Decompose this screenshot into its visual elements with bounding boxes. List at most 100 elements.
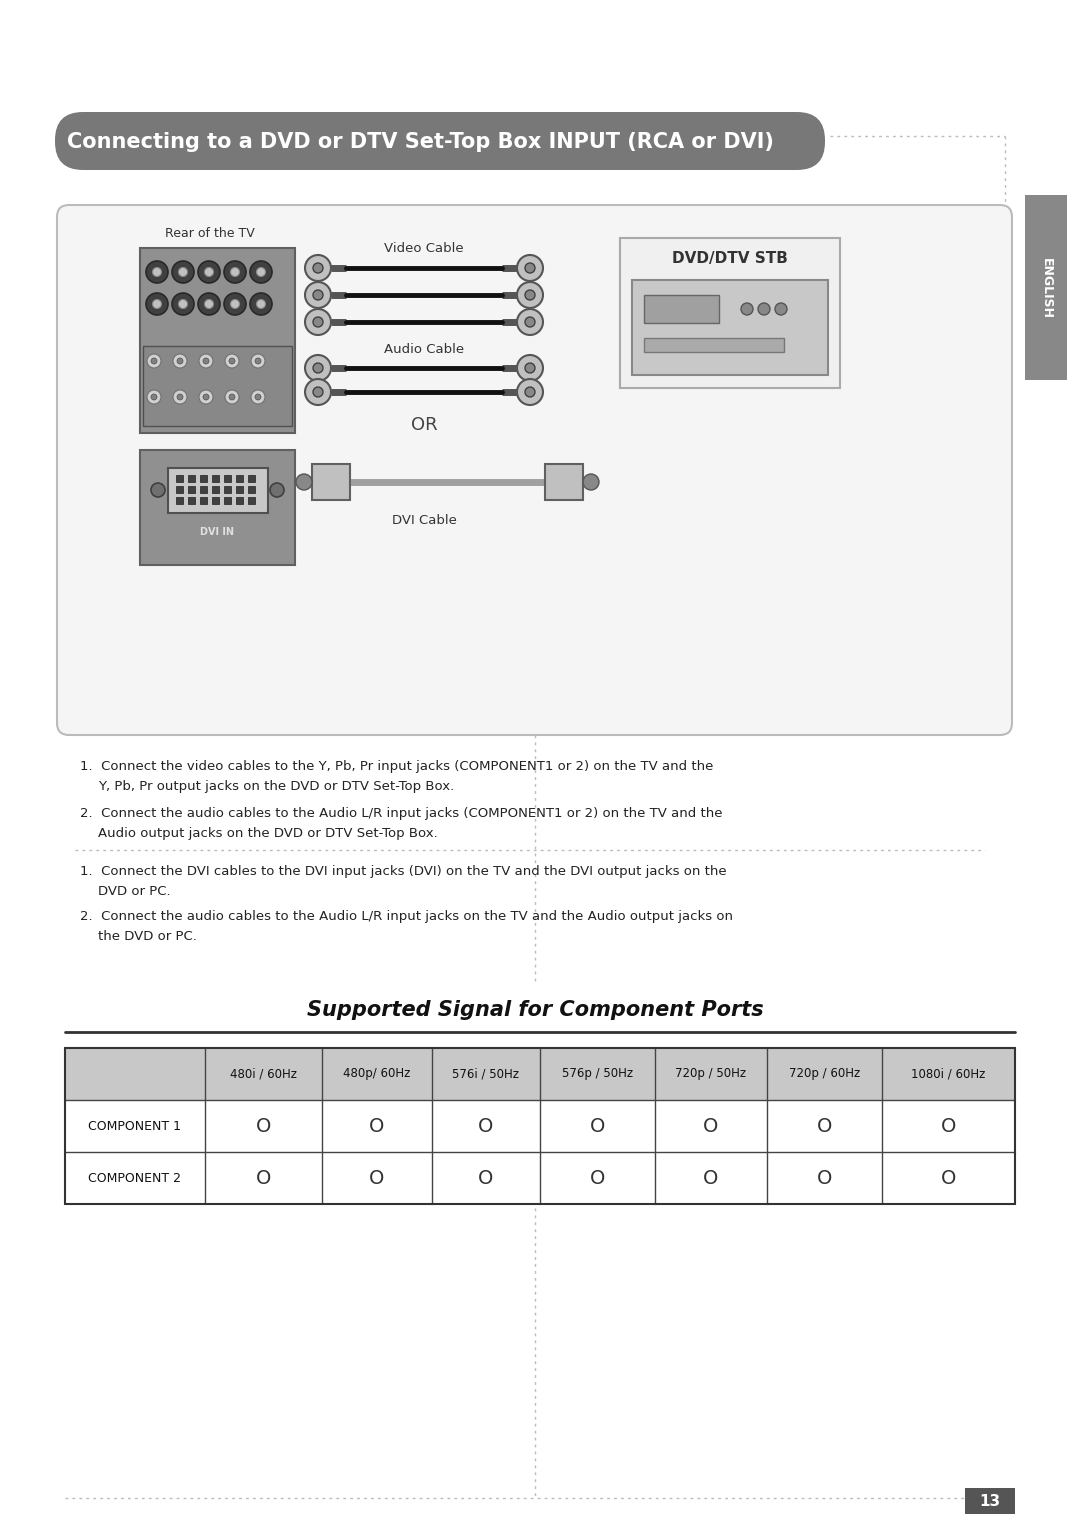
- Text: DVI Cable: DVI Cable: [392, 515, 457, 527]
- Text: 1080i / 60Hz: 1080i / 60Hz: [912, 1067, 986, 1081]
- Text: DVD or PC.: DVD or PC.: [98, 886, 171, 898]
- Bar: [212, 475, 219, 483]
- Bar: [237, 496, 243, 504]
- Text: O: O: [941, 1116, 956, 1136]
- Text: DVI IN: DVI IN: [201, 527, 234, 538]
- Circle shape: [146, 293, 168, 315]
- Text: O: O: [369, 1116, 384, 1136]
- Circle shape: [296, 473, 312, 490]
- FancyBboxPatch shape: [57, 205, 1012, 734]
- Circle shape: [199, 354, 213, 368]
- Circle shape: [758, 302, 770, 315]
- Bar: [65, 1151, 1015, 1203]
- Text: 2.  Connect the audio cables to the Audio L/R input jacks (COMPONENT1 or 2) on t: 2. Connect the audio cables to the Audio…: [80, 806, 723, 820]
- Bar: [140, 247, 295, 434]
- Text: 720p / 60Hz: 720p / 60Hz: [788, 1067, 860, 1081]
- Text: O: O: [478, 1168, 494, 1188]
- Text: 480p/ 60Hz: 480p/ 60Hz: [343, 1067, 410, 1081]
- Text: COMPONENT 1: COMPONENT 1: [89, 1119, 181, 1133]
- Bar: [312, 464, 350, 499]
- Bar: [1025, 195, 1067, 380]
- Circle shape: [775, 302, 787, 315]
- Text: O: O: [816, 1168, 833, 1188]
- Text: O: O: [816, 1116, 833, 1136]
- Circle shape: [177, 394, 183, 400]
- Text: O: O: [256, 1116, 271, 1136]
- Text: the DVD or PC.: the DVD or PC.: [98, 930, 197, 944]
- Circle shape: [305, 308, 330, 334]
- Circle shape: [251, 354, 265, 368]
- Bar: [248, 475, 255, 483]
- Circle shape: [525, 363, 535, 373]
- Circle shape: [517, 282, 543, 308]
- Text: O: O: [256, 1168, 271, 1188]
- Bar: [176, 486, 183, 493]
- Circle shape: [199, 389, 213, 405]
- Circle shape: [741, 302, 753, 315]
- Bar: [200, 475, 207, 483]
- Text: 13: 13: [980, 1493, 1000, 1509]
- Bar: [176, 475, 183, 483]
- Bar: [65, 1048, 1015, 1203]
- Circle shape: [224, 261, 246, 282]
- Circle shape: [525, 386, 535, 397]
- Bar: [620, 238, 840, 388]
- Circle shape: [151, 483, 165, 496]
- Circle shape: [151, 394, 157, 400]
- Circle shape: [146, 261, 168, 282]
- Bar: [188, 486, 195, 493]
- Text: O: O: [590, 1168, 605, 1188]
- Circle shape: [229, 357, 235, 363]
- Text: Audio Cable: Audio Cable: [383, 344, 464, 356]
- Circle shape: [152, 267, 162, 276]
- Text: O: O: [369, 1168, 384, 1188]
- Bar: [248, 486, 255, 493]
- Bar: [65, 1048, 1015, 1099]
- Text: O: O: [941, 1168, 956, 1188]
- Circle shape: [203, 394, 210, 400]
- Bar: [212, 486, 219, 493]
- Bar: [212, 496, 219, 504]
- Circle shape: [525, 290, 535, 299]
- FancyBboxPatch shape: [55, 111, 825, 169]
- Bar: [248, 496, 255, 504]
- Circle shape: [172, 261, 194, 282]
- Circle shape: [198, 293, 220, 315]
- Text: 480i / 60Hz: 480i / 60Hz: [230, 1067, 297, 1081]
- Circle shape: [224, 293, 246, 315]
- Text: 576p / 50Hz: 576p / 50Hz: [562, 1067, 633, 1081]
- Circle shape: [313, 263, 323, 273]
- Circle shape: [198, 261, 220, 282]
- Circle shape: [178, 267, 188, 276]
- Text: Connecting to a DVD or DTV Set-Top Box INPUT (RCA or DVI): Connecting to a DVD or DTV Set-Top Box I…: [67, 131, 773, 153]
- Circle shape: [173, 354, 187, 368]
- Text: O: O: [703, 1116, 718, 1136]
- Circle shape: [151, 357, 157, 363]
- Circle shape: [178, 299, 188, 308]
- Text: 1.  Connect the video cables to the Y, Pb, Pr input jacks (COMPONENT1 or 2) on t: 1. Connect the video cables to the Y, Pb…: [80, 760, 714, 773]
- Circle shape: [173, 389, 187, 405]
- Circle shape: [313, 386, 323, 397]
- Bar: [224, 496, 231, 504]
- Bar: [140, 450, 295, 565]
- Bar: [200, 486, 207, 493]
- Circle shape: [525, 263, 535, 273]
- Bar: [200, 496, 207, 504]
- Bar: [237, 486, 243, 493]
- Circle shape: [313, 290, 323, 299]
- Circle shape: [257, 299, 266, 308]
- Circle shape: [230, 299, 240, 308]
- Text: Rear of the TV: Rear of the TV: [165, 228, 255, 240]
- Circle shape: [313, 318, 323, 327]
- Circle shape: [204, 299, 214, 308]
- Text: ENGLISH: ENGLISH: [1039, 258, 1053, 319]
- Circle shape: [172, 293, 194, 315]
- Text: OR: OR: [410, 415, 437, 434]
- Circle shape: [305, 379, 330, 405]
- Bar: [632, 279, 828, 376]
- Text: Audio output jacks on the DVD or DTV Set-Top Box.: Audio output jacks on the DVD or DTV Set…: [98, 828, 437, 840]
- Circle shape: [251, 389, 265, 405]
- Text: COMPONENT 2: COMPONENT 2: [89, 1171, 181, 1185]
- Circle shape: [177, 357, 183, 363]
- Circle shape: [305, 255, 330, 281]
